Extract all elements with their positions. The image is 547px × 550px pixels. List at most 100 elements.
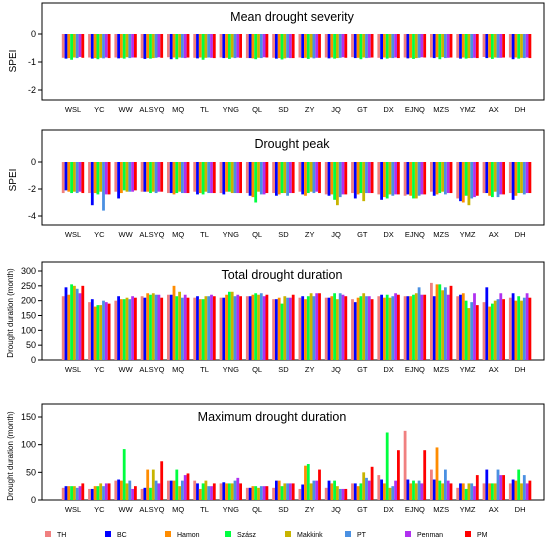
bar-hamon xyxy=(67,486,71,500)
x-tick-label: YC xyxy=(94,505,105,514)
bar-hamon xyxy=(330,296,334,360)
bar-makkink xyxy=(388,297,392,360)
legend-label-szász: Szász xyxy=(237,532,257,539)
bar-pm xyxy=(397,34,400,59)
bar-makkink xyxy=(441,34,444,58)
panel-title: Drought peak xyxy=(254,137,330,151)
bar-makkink xyxy=(520,162,523,194)
bar-szász xyxy=(517,162,521,194)
bar-bc xyxy=(511,293,515,360)
bar-th xyxy=(245,487,249,500)
bar-makkink xyxy=(493,300,497,360)
bar-bc xyxy=(196,34,199,59)
x-tick-label: QL xyxy=(252,505,262,514)
bar-makkink xyxy=(441,483,444,500)
bar-th xyxy=(482,162,486,194)
bar-pm xyxy=(239,483,242,500)
bar-bc xyxy=(353,162,357,199)
bar-bc xyxy=(64,287,68,360)
bar-penman xyxy=(157,294,161,360)
y-axis-label: Drought duration (month) xyxy=(6,411,15,501)
bar-szász xyxy=(491,34,494,59)
bar-penman xyxy=(473,486,476,500)
bar-pt xyxy=(391,296,395,360)
bar-pm xyxy=(239,162,242,194)
x-tick-label: DX xyxy=(383,230,393,239)
bar-penman xyxy=(367,34,371,58)
bar-szász xyxy=(333,293,336,360)
bar-hamon xyxy=(67,294,71,360)
bar-makkink xyxy=(257,294,260,360)
bar-makkink xyxy=(520,483,523,500)
bar-th xyxy=(351,299,354,360)
bar-th xyxy=(245,296,249,360)
bar-szász xyxy=(201,483,205,500)
bar-makkink xyxy=(125,162,129,192)
bar-makkink xyxy=(520,300,523,360)
bar-penman xyxy=(262,296,266,360)
bar-hamon xyxy=(277,480,281,500)
bar-pt xyxy=(391,34,395,59)
bar-penman xyxy=(289,34,292,59)
bar-pm xyxy=(212,34,216,59)
bar-th xyxy=(508,162,512,194)
y-axis-label: SPEI xyxy=(8,169,19,192)
bar-pt xyxy=(75,34,79,59)
bar-pt xyxy=(312,162,316,194)
panel-total-drought-duration: Total drought duration Drought duration … xyxy=(6,268,343,358)
bar-penman xyxy=(104,483,108,500)
bar-pm xyxy=(265,162,269,194)
bar-hamon xyxy=(304,465,307,500)
bar-szász xyxy=(70,486,73,500)
legend: TH BC Hamon Szász Makkink PT Penman PM xyxy=(45,531,488,539)
bar-bc xyxy=(406,162,410,195)
bar-bc xyxy=(485,34,489,59)
bar-bc xyxy=(301,296,305,360)
bar-penman xyxy=(525,34,529,58)
bar-penman xyxy=(420,483,424,500)
bar-bc xyxy=(327,162,331,196)
bar-pt xyxy=(207,296,211,360)
bar-pm xyxy=(423,162,427,195)
x-tick-label: TL xyxy=(200,230,209,239)
bar-pm xyxy=(370,162,374,194)
bar-th xyxy=(140,488,144,500)
bar-makkink xyxy=(414,293,418,360)
bar-makkink xyxy=(467,308,471,360)
bar-bc xyxy=(275,480,278,500)
bar-th xyxy=(482,302,486,360)
bar-pm xyxy=(134,486,137,500)
bar-penman xyxy=(78,293,82,360)
bar-th xyxy=(193,480,197,500)
bar-makkink xyxy=(151,34,155,59)
legend-swatch-pm xyxy=(465,531,471,537)
bar-bc xyxy=(64,162,68,191)
bar-pt xyxy=(259,162,263,195)
bar-pm xyxy=(344,488,348,500)
bar-hamon xyxy=(251,486,255,500)
y-tick-label: 0 xyxy=(31,355,36,365)
bar-th xyxy=(140,34,144,59)
bar-pt xyxy=(470,34,474,59)
legend-label-pt: PT xyxy=(357,532,367,539)
bar-hamon xyxy=(172,162,176,195)
bar-th xyxy=(351,34,354,58)
bar-hamon xyxy=(461,162,465,203)
bar-szász xyxy=(201,34,205,60)
bar-th xyxy=(193,34,197,58)
bar-pt xyxy=(444,287,447,360)
bar-makkink xyxy=(283,483,287,500)
x-tick-label: EJNQ xyxy=(405,230,425,239)
bar-szász xyxy=(280,34,284,60)
bar-penman xyxy=(315,293,319,360)
bar-th xyxy=(403,296,407,360)
bar-hamon xyxy=(172,480,176,500)
x-tick-label: MQ xyxy=(172,505,184,514)
x-tick-label: ALSYQ xyxy=(139,365,164,374)
bar-pt xyxy=(154,162,158,194)
bar-th xyxy=(88,34,91,58)
bar-szász xyxy=(149,34,152,59)
bar-bc xyxy=(459,483,462,500)
bar-szász xyxy=(385,294,389,360)
bar-makkink xyxy=(73,162,76,192)
